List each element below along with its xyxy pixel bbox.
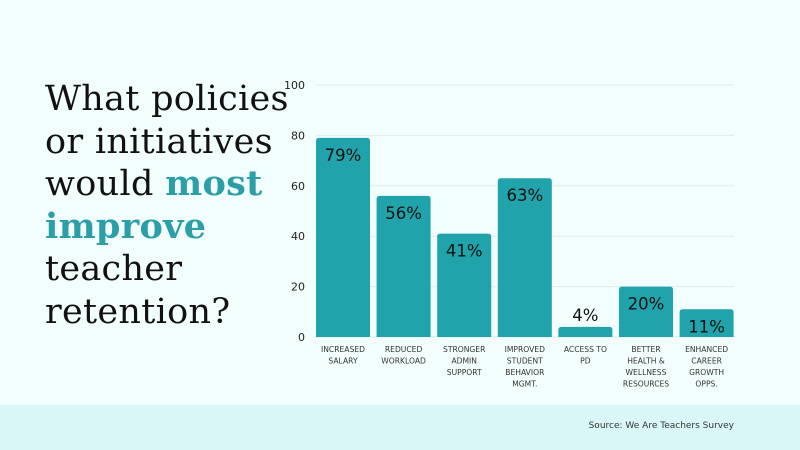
- y-tick-label: 80: [291, 129, 305, 142]
- x-tick-label: STUDENT: [507, 357, 543, 366]
- bar: [497, 178, 552, 337]
- bar: [558, 326, 613, 337]
- data-label: 20%: [628, 295, 665, 314]
- x-tick-label: ADMIN: [451, 357, 477, 366]
- x-tick-label: PD: [580, 357, 591, 366]
- x-tick-label: SUPPORT: [447, 368, 482, 377]
- bar: [619, 286, 673, 337]
- y-tick-label: 100: [284, 79, 305, 92]
- data-label: 11%: [688, 317, 725, 336]
- x-tick-label: ENHANCED: [685, 345, 728, 354]
- x-tick-label: INCREASED: [321, 345, 365, 354]
- bar: [679, 309, 734, 337]
- x-tick-label: WELLNESS: [626, 368, 667, 377]
- title-text: would: [45, 164, 166, 204]
- title-line: would most: [45, 163, 295, 206]
- x-tick-label: STRONGER: [443, 345, 486, 354]
- title-highlight: improve: [45, 205, 207, 247]
- chart-title: What policies or initiatives would most …: [45, 78, 295, 333]
- bar: [437, 233, 492, 337]
- x-tick-label: BETTER: [631, 345, 661, 354]
- x-tick-label: SALARY: [328, 357, 358, 366]
- x-tick-label: GROWTH: [689, 368, 724, 377]
- title-highlight: most: [165, 163, 263, 204]
- bar: [376, 195, 431, 337]
- x-tick-label: CAREER: [691, 357, 722, 366]
- x-tick-label: OPPS.: [695, 380, 717, 389]
- data-label: 4%: [572, 306, 598, 325]
- source-note: Source: We Are Teachers Survey: [588, 421, 734, 431]
- x-tick-label: ACCESS TO: [564, 345, 607, 354]
- x-tick-label: REDUCED: [385, 345, 423, 354]
- x-tick-label: RESOURCES: [623, 380, 669, 389]
- x-tick-label: BEHAVIOR: [505, 368, 545, 377]
- title-line: What policies: [45, 79, 289, 119]
- bar: [316, 137, 370, 337]
- data-label: 63%: [506, 186, 543, 205]
- x-tick-label: IMPROVED: [505, 345, 545, 354]
- data-label: 79%: [325, 146, 362, 165]
- y-tick-label: 40: [291, 230, 305, 243]
- y-tick-label: 20: [291, 281, 305, 294]
- x-tick-label: MGMT.: [512, 380, 537, 389]
- title-line: teacher: [45, 249, 183, 289]
- footer-band: Source: We Are Teachers Survey: [0, 405, 800, 450]
- bar-chart: 0 20 40 60 80 100 79% INCREASED SALARY 56% REDUCED…: [284, 79, 734, 389]
- y-tick-label: 60: [291, 180, 305, 193]
- x-tick-label: WORKLOAD: [381, 357, 426, 366]
- x-tick-label: HEALTH &: [627, 357, 665, 366]
- title-line: retention?: [45, 291, 231, 332]
- data-label: 56%: [385, 204, 422, 223]
- y-tick-label: 0: [298, 331, 305, 344]
- title-line: or initiatives: [45, 121, 273, 162]
- data-label: 41%: [446, 242, 483, 261]
